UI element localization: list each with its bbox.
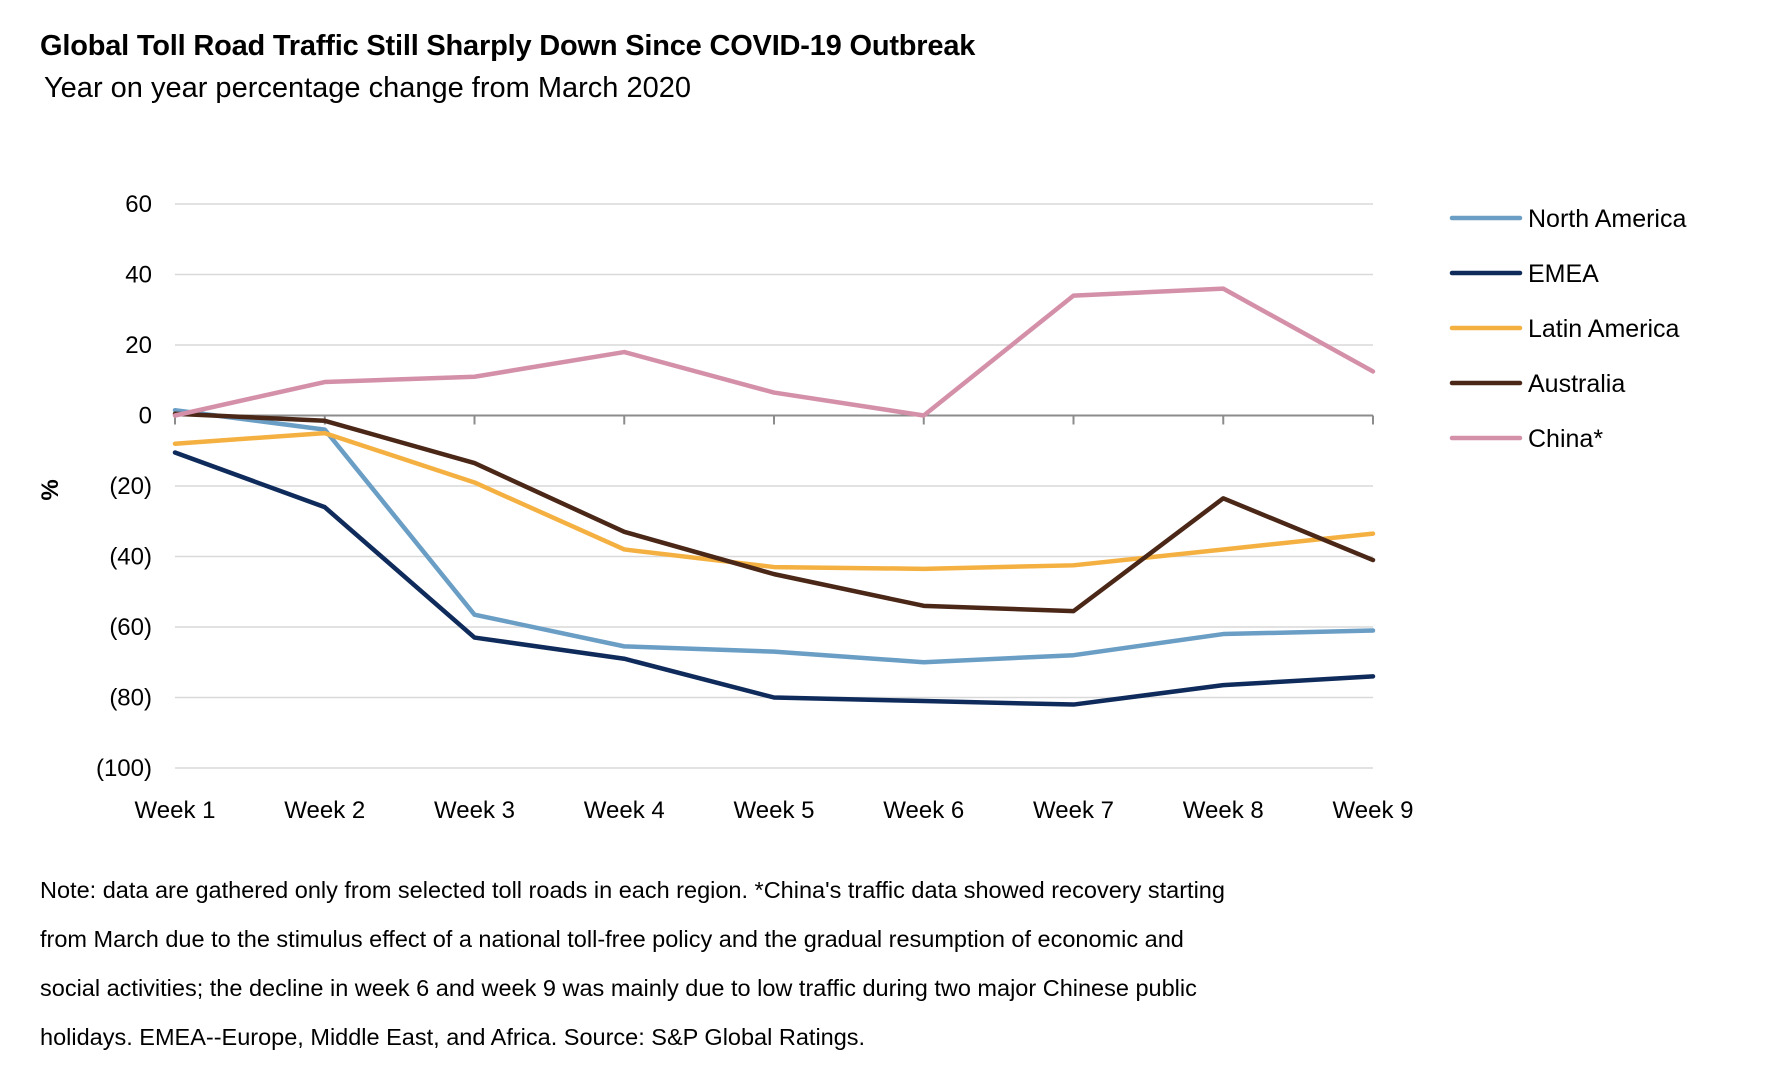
y-axis-label: %: [37, 479, 64, 500]
legend-label: Latin America: [1528, 315, 1680, 343]
y-tick-label: (80): [109, 685, 152, 712]
footnote-line: Note: data are gathered only from select…: [40, 877, 1225, 903]
series-lines: [172, 286, 1376, 707]
series-line-australia: [172, 411, 1376, 614]
legend-label: North America: [1528, 205, 1686, 233]
legend-item: China*: [1449, 425, 1603, 453]
legend-item: EMEA: [1449, 260, 1599, 288]
x-axis: [174, 414, 1374, 425]
series-line-north-america: [172, 407, 1376, 665]
x-tick-label: Week 9: [1333, 797, 1414, 824]
y-axis-tick-labels: 60 40 20 0 (20) (40) (60) (80) (100): [96, 191, 152, 782]
x-axis-tick-labels: Week 1 Week 2 Week 3 Week 4 Week 5 Week 6 Week…: [135, 797, 1414, 824]
x-tick-label: Week 2: [284, 797, 365, 824]
series-line-latin-america: [172, 430, 1376, 572]
x-tick-label: Week 3: [434, 797, 515, 824]
footnote-line: social activities; the decline in week 6…: [40, 975, 1197, 1001]
y-tick-label: (40): [109, 544, 152, 571]
chart-subtitle: Year on year percentage change from Marc…: [44, 72, 692, 104]
y-tick-label: 40: [125, 262, 152, 289]
chart-title: Global Toll Road Traffic Still Sharply D…: [40, 30, 976, 62]
series-line-emea: [172, 450, 1376, 707]
legend-item: Australia: [1449, 370, 1625, 398]
y-tick-label: 20: [125, 332, 152, 359]
x-tick-label: Week 6: [883, 797, 964, 824]
legend-label: China*: [1528, 425, 1603, 453]
series-line-china: [172, 286, 1376, 418]
legend-label: EMEA: [1528, 260, 1599, 288]
y-tick-label: 0: [139, 403, 152, 430]
y-tick-label: (20): [109, 473, 152, 500]
footnote: Note: data are gathered only from select…: [40, 866, 1540, 1062]
y-tick-label: (100): [96, 755, 152, 782]
x-tick-label: Week 8: [1183, 797, 1264, 824]
legend-item: Latin America: [1449, 315, 1680, 343]
legend-item: North America: [1449, 205, 1686, 233]
x-tick-label: Week 7: [1033, 797, 1114, 824]
x-tick-label: Week 4: [584, 797, 665, 824]
footnote-line: holidays. EMEA--Europe, Middle East, and…: [40, 1024, 866, 1050]
y-tick-label: (60): [109, 614, 152, 641]
x-tick-label: Week 5: [734, 797, 815, 824]
legend: North America EMEA Latin America Australia C…: [1449, 205, 1686, 453]
footnote-line: from March due to the stimulus effect of…: [40, 926, 1184, 952]
x-tick-label: Week 1: [135, 797, 216, 824]
y-tick-label: 60: [125, 191, 152, 218]
legend-label: Australia: [1528, 370, 1625, 398]
